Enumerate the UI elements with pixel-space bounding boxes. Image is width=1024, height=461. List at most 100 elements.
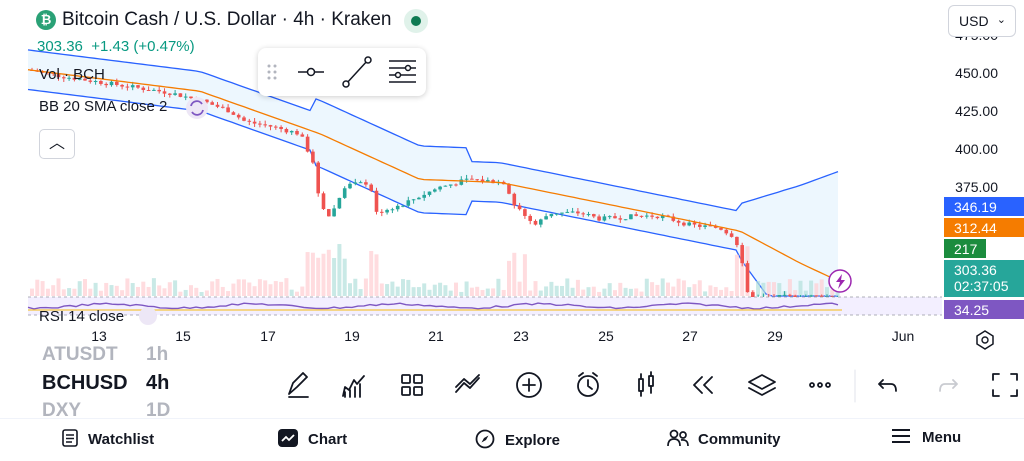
layouts-icon[interactable] <box>401 374 423 396</box>
candle-body <box>385 209 389 213</box>
symbol-current[interactable]: BCHUSD <box>42 372 127 394</box>
replay-icon[interactable] <box>693 376 713 394</box>
market-open-indicator[interactable] <box>404 9 428 33</box>
candle-body <box>438 186 442 190</box>
timeframe-prev[interactable]: 1h <box>146 344 169 365</box>
nav-menu-label: Menu <box>922 429 962 446</box>
currency-select[interactable]: USD ⌄ <box>948 5 1016 37</box>
chevron-up-icon: ︿ <box>48 135 65 152</box>
indicators-icon[interactable] <box>342 375 365 398</box>
candle-body <box>120 84 124 87</box>
volume-indicator-label[interactable]: Vol · BCH <box>39 66 105 83</box>
timeframe-current[interactable]: 4h <box>146 372 170 394</box>
volume-bar <box>650 282 655 296</box>
candle-body <box>104 83 108 86</box>
volume-bar <box>835 291 840 296</box>
drag-handle-icon[interactable] <box>267 64 277 80</box>
volume-bar <box>507 260 511 296</box>
candle-body <box>565 211 570 213</box>
volume-bar <box>284 278 289 296</box>
symbol-next[interactable]: DXY <box>42 400 82 418</box>
volume-bar <box>766 281 771 296</box>
candle-body <box>62 77 66 79</box>
candle-body <box>470 178 474 180</box>
volume-bar <box>814 283 819 296</box>
volume-bar <box>798 280 803 296</box>
chevron-down-icon: ⌄ <box>996 14 1006 26</box>
candle-body <box>401 205 405 207</box>
volume-bar <box>125 278 130 296</box>
volume-bar <box>549 281 554 296</box>
volume-bar <box>422 283 427 296</box>
volume-bar <box>581 289 586 296</box>
volume-bar <box>623 287 628 296</box>
candle-body <box>406 200 411 206</box>
add-icon[interactable] <box>516 372 542 398</box>
pencil-icon[interactable] <box>288 372 309 398</box>
timeframe-next[interactable]: 1D <box>146 400 171 418</box>
volume-bar <box>485 288 490 296</box>
bb-indicator-label[interactable]: BB 20 SMA close 2 <box>39 98 168 115</box>
nav-explore[interactable]: Explore <box>475 429 560 449</box>
horizontal-ray-icon[interactable] <box>298 67 324 77</box>
candle-body <box>607 216 612 218</box>
candle-body <box>777 295 782 298</box>
volume-bar <box>40 281 45 296</box>
volume-bar <box>501 289 506 296</box>
volume-bar <box>480 289 485 296</box>
rsi-line <box>27 302 839 310</box>
volume-bar <box>411 287 416 296</box>
nav-menu[interactable]: Menu <box>892 429 961 446</box>
volume-bar <box>45 288 50 296</box>
rsi-sync-icon[interactable] <box>139 307 157 325</box>
candle-body <box>629 214 633 220</box>
candle-body <box>422 194 426 198</box>
fib-levels-icon[interactable] <box>389 60 416 83</box>
volume-bar <box>252 286 257 296</box>
fullscreen-icon[interactable] <box>992 373 1018 397</box>
sync-icon[interactable] <box>186 97 208 119</box>
rsi-indicator-label[interactable]: RSI 14 close <box>39 308 125 322</box>
candle-body <box>528 215 532 221</box>
alert-clock-icon[interactable] <box>577 372 599 397</box>
volume-bar <box>88 288 93 296</box>
volume-bar <box>289 289 294 296</box>
collapse-legend-button[interactable]: ︿ <box>39 129 75 159</box>
volume-bar <box>236 279 241 296</box>
settings-icon[interactable] <box>976 330 994 350</box>
volume-bar <box>772 282 776 296</box>
candle-body <box>141 87 146 91</box>
time-tick-label: 19 <box>344 328 360 344</box>
volume-bar <box>30 288 34 296</box>
volume-bar <box>756 280 761 296</box>
volume-bar <box>120 290 125 296</box>
volume-bar <box>464 281 469 296</box>
candles-icon[interactable] <box>638 371 654 397</box>
redo-icon[interactable] <box>939 379 958 392</box>
volume-bar <box>740 247 745 296</box>
volume-bar <box>401 279 405 296</box>
volume-bar <box>310 252 315 296</box>
symbol-prev[interactable]: ATUSDT <box>42 344 118 365</box>
rsi-tag: 34.25 <box>944 300 1024 319</box>
undo-icon[interactable] <box>878 379 897 392</box>
compare-icon[interactable] <box>455 374 480 393</box>
volume-bar <box>385 284 390 296</box>
nav-watchlist[interactable]: Watchlist <box>62 429 154 448</box>
nav-chart[interactable]: Chart <box>278 429 347 448</box>
trend-line-icon[interactable] <box>342 56 372 88</box>
candle-body <box>210 102 214 105</box>
candle-body <box>395 205 400 210</box>
candle-body <box>782 294 787 296</box>
nav-community[interactable]: Community <box>667 429 781 448</box>
candle-body <box>586 214 591 216</box>
layers-icon[interactable] <box>748 374 776 396</box>
symbol-picker[interactable]: ATUSDT BCHUSD DXY 1h 4h 1D <box>42 344 242 418</box>
symbol-title[interactable]: Bitcoin Cash / U.S. Dollar · 4h · Kraken <box>62 9 392 30</box>
candle-body <box>639 215 644 217</box>
candle-body <box>613 216 617 219</box>
more-icon[interactable] <box>809 382 831 388</box>
